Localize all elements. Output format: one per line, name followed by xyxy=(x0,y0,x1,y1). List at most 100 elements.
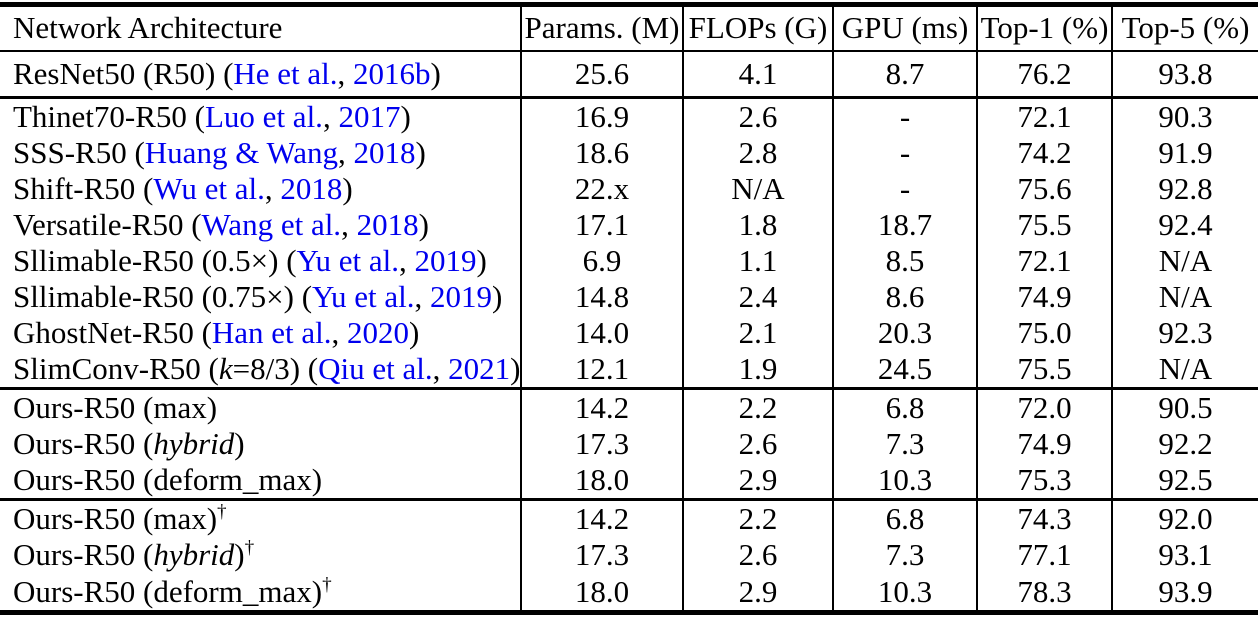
value-cell: 18.6 xyxy=(520,135,683,171)
citation-link[interactable]: Yu et al. xyxy=(296,243,399,278)
arch-label-text: ) xyxy=(234,537,245,573)
column-header-network-architecture: Network Architecture xyxy=(0,4,521,52)
architecture-cell: SlimConv-R50 (k=8/3) (Qiu et al., 2021) xyxy=(0,351,521,389)
value-cell: 12.1 xyxy=(520,351,683,389)
arch-label-text: ) xyxy=(510,351,521,386)
column-header-top1: Top-1 (%) xyxy=(976,4,1112,52)
dagger-mark: † xyxy=(322,574,332,596)
value-cell: 72.0 xyxy=(976,388,1112,426)
value-cell: 75.5 xyxy=(976,207,1112,243)
citation-link[interactable]: Huang & Wang xyxy=(144,135,339,170)
table-header: Network Architecture Params. (M) FLOPs (… xyxy=(0,4,1258,52)
dagger-mark: † xyxy=(244,537,255,559)
table-row: Ours-R50 (hybrid)† 17.3 2.6 7.3 77.1 93.1 xyxy=(0,537,1258,574)
value-cell: 2.4 xyxy=(682,279,833,315)
citation-link[interactable]: 2018 xyxy=(356,207,419,242)
architecture-cell: ResNet50 (R50) (He et al., 2016b) xyxy=(0,51,521,98)
arch-label-text: , xyxy=(432,351,449,386)
citation-link[interactable]: Han et al. xyxy=(211,315,332,350)
value-cell: 6.9 xyxy=(520,243,683,279)
value-cell: 92.5 xyxy=(1111,462,1258,500)
value-cell: 10.3 xyxy=(832,573,977,612)
architecture-cell: Ours-R50 (max) xyxy=(0,389,521,427)
value-cell: 1.8 xyxy=(682,207,833,243)
table-row: Ours-R50 (deform_max)† 18.0 2.9 10.3 78.3 93.… xyxy=(0,573,1258,612)
arch-label-text: ) xyxy=(409,315,420,350)
citation-link[interactable]: 2018 xyxy=(353,135,416,170)
citation-link[interactable]: 2019 xyxy=(414,243,477,278)
arch-label-text: , xyxy=(341,207,357,242)
value-cell: 2.6 xyxy=(682,426,833,462)
value-cell: N/A xyxy=(1111,279,1258,315)
citation-link[interactable]: 2016b xyxy=(353,55,431,91)
value-cell: 24.5 xyxy=(832,351,977,389)
value-cell: 8.7 xyxy=(832,50,977,98)
value-cell: 1.9 xyxy=(682,351,833,389)
value-cell: 25.6 xyxy=(520,50,683,98)
citation-link[interactable]: 2021 xyxy=(448,351,511,386)
arch-label-text: ) xyxy=(430,55,441,91)
architecture-cell: SSS-R50 (Huang & Wang, 2018) xyxy=(0,135,521,171)
value-cell: 92.2 xyxy=(1111,426,1258,462)
arch-label-text: Sllimable-R50 (0.75×) ( xyxy=(13,279,313,314)
arch-label-text: Ours-R50 (max) xyxy=(13,501,218,536)
table-row: Shift-R50 (Wu et al., 2018) 22.x N/A -75.6 9… xyxy=(0,171,1258,207)
citation-link[interactable]: Yu et al. xyxy=(312,279,415,314)
value-cell: 2.2 xyxy=(682,388,833,426)
column-header-gpu: GPU (ms) xyxy=(832,4,977,52)
table-row: Versatile-R50 (Wang et al., 2018) 17.1 1.8… xyxy=(0,207,1258,243)
value-cell: 78.3 xyxy=(976,573,1112,612)
arch-label-text: GhostNet-R50 ( xyxy=(13,315,212,350)
table-row: Ours-R50 (hybrid) 17.3 2.6 7.3 74.9 92.2 xyxy=(0,426,1258,462)
value-cell: 92.8 xyxy=(1111,171,1258,207)
value-cell: 90.5 xyxy=(1111,388,1258,426)
arch-label-text: SSS-R50 ( xyxy=(13,135,145,170)
citation-link[interactable]: 2019 xyxy=(429,279,492,314)
value-cell: 72.1 xyxy=(976,97,1112,135)
value-cell: 10.3 xyxy=(832,462,977,500)
arch-label-text: Shift-R50 ( xyxy=(13,171,154,206)
value-cell: 90.3 xyxy=(1111,97,1258,135)
value-cell: N/A xyxy=(682,171,833,207)
citation-link[interactable]: Wu et al. xyxy=(153,171,265,206)
citation-link[interactable]: He et al. xyxy=(233,55,338,91)
value-cell: 2.1 xyxy=(682,315,833,351)
value-cell: 14.0 xyxy=(520,315,683,351)
arch-label-italic: k xyxy=(218,351,233,386)
value-cell: 6.8 xyxy=(832,388,977,426)
architecture-cell: Ours-R50 (deform_max) xyxy=(0,462,521,500)
citation-link[interactable]: 2020 xyxy=(347,315,410,350)
table-row: Thinet70-R50 (Luo et al., 2017) 16.9 2.6-7… xyxy=(0,97,1258,135)
arch-label-text: SlimConv-R50 ( xyxy=(13,351,219,386)
citation-link[interactable]: 2017 xyxy=(338,99,401,134)
table-row: SSS-R50 (Huang & Wang, 2018) 18.6 2.8-74.2… xyxy=(0,135,1258,171)
value-cell: 92.0 xyxy=(1111,499,1258,537)
value-cell: 20.3 xyxy=(832,315,977,351)
citation-link[interactable]: 2018 xyxy=(280,171,343,206)
table-row: Sllimable-R50 (0.75×) (Yu et al., 2019) 1… xyxy=(0,279,1258,315)
arch-label-italic: hybrid xyxy=(153,537,235,573)
section-ours: Ours-R50 (max) 14.2 2.2 6.8 72.0 90.5 Ours-R50… xyxy=(0,388,1258,500)
citation-link[interactable]: Luo et al. xyxy=(205,99,323,134)
value-cell: - xyxy=(832,171,977,207)
value-cell: 14.2 xyxy=(520,388,683,426)
architecture-cell: Ours-R50 (hybrid)† xyxy=(0,537,521,574)
value-cell: 22.x xyxy=(520,171,683,207)
citation-link[interactable]: Wang et al. xyxy=(201,207,342,242)
arch-label-italic: hybrid xyxy=(153,426,235,461)
citation-link[interactable]: Qiu et al. xyxy=(318,351,433,386)
arch-label-text: , xyxy=(322,99,339,134)
arch-label-text: Ours-R50 (deform_max) xyxy=(13,462,323,497)
arch-label-text: Ours-R50 (max) xyxy=(13,390,218,425)
arch-label-text: ) xyxy=(418,207,429,242)
arch-label-text: ) xyxy=(415,135,426,170)
value-cell: 77.1 xyxy=(976,537,1112,574)
value-cell: 74.9 xyxy=(976,426,1112,462)
value-cell: 8.6 xyxy=(832,279,977,315)
value-cell: 2.6 xyxy=(682,537,833,574)
value-cell: 76.2 xyxy=(976,50,1112,98)
dagger-mark: † xyxy=(217,501,227,523)
value-cell: - xyxy=(832,97,977,135)
section-baseline: ResNet50 (R50) (He et al., 2016b) 25.6 4.1… xyxy=(0,50,1258,98)
